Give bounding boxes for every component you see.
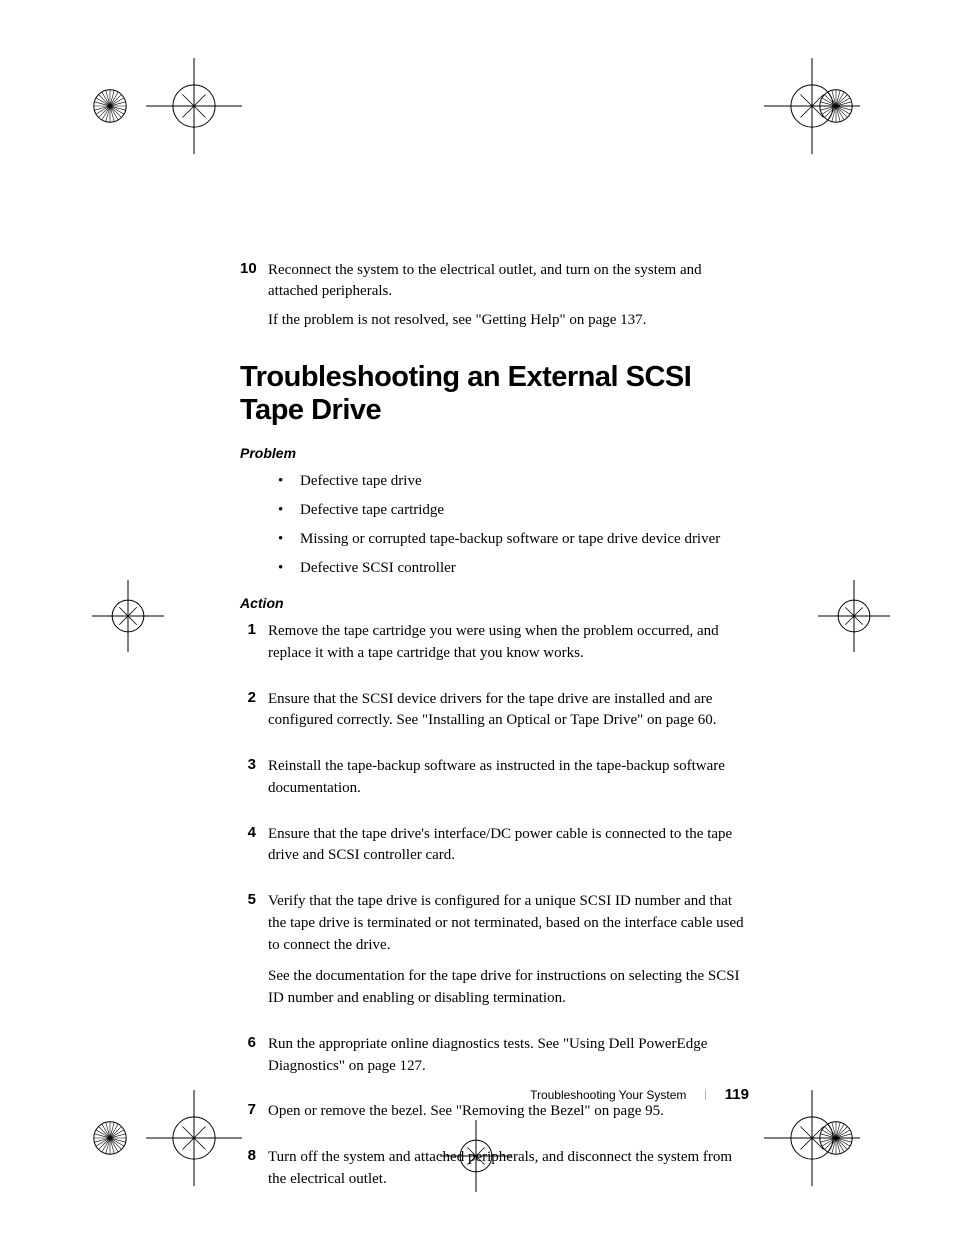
registration-mark-icon — [818, 1120, 854, 1156]
step-paragraph: Reinstall the tape-backup software as in… — [268, 756, 750, 800]
step-body: Ensure that the tape drive's interface/D… — [268, 824, 750, 878]
step-number: 4 — [240, 824, 268, 878]
list-item: 3 Reinstall the tape-backup software as … — [240, 756, 750, 810]
step-body: Run the appropriate online diagnostics t… — [268, 1034, 750, 1088]
registration-mark-icon — [92, 88, 128, 124]
registration-mark-icon — [92, 580, 164, 652]
continuation-step: 10 Reconnect the system to the electrica… — [240, 260, 750, 339]
step-number: 7 — [240, 1101, 268, 1133]
list-item: Defective SCSI controller — [268, 558, 750, 579]
step-paragraph: Remove the tape cartridge you were using… — [268, 621, 750, 665]
page-footer: Troubleshooting Your System | 119 — [530, 1086, 749, 1103]
list-item: 5 Verify that the tape drive is configur… — [240, 891, 750, 1020]
step-paragraph: See the documentation for the tape drive… — [268, 966, 750, 1010]
step-paragraph: Run the appropriate online diagnostics t… — [268, 1034, 750, 1078]
registration-mark-icon — [146, 58, 242, 154]
step-number: 5 — [240, 891, 268, 1020]
list-item: 4 Ensure that the tape drive's interface… — [240, 824, 750, 878]
list-item: 2 Ensure that the SCSI device drivers fo… — [240, 689, 750, 743]
step-paragraph: Reconnect the system to the electrical o… — [268, 260, 750, 302]
footer-section-label: Troubleshooting Your System — [530, 1088, 686, 1102]
footer-separator: | — [704, 1087, 706, 1102]
step-paragraph: Ensure that the SCSI device drivers for … — [268, 689, 750, 733]
step-number: 10 — [240, 260, 268, 339]
step-number: 2 — [240, 689, 268, 743]
step-body: Verify that the tape drive is configured… — [268, 891, 750, 1020]
step-body: Ensure that the SCSI device drivers for … — [268, 689, 750, 743]
step-paragraph: If the problem is not resolved, see "Get… — [268, 310, 750, 331]
registration-mark-icon — [818, 580, 890, 652]
list-item: 1 Remove the tape cartridge you were usi… — [240, 621, 750, 675]
step-paragraph: Ensure that the tape drive's interface/D… — [268, 824, 750, 868]
step-body: Remove the tape cartridge you were using… — [268, 621, 750, 675]
list-item: 6 Run the appropriate online diagnostics… — [240, 1034, 750, 1088]
problem-heading: Problem — [240, 445, 750, 461]
list-item: Defective tape cartridge — [268, 500, 750, 521]
registration-mark-icon — [146, 1090, 242, 1186]
action-heading: Action — [240, 595, 750, 611]
registration-mark-icon — [92, 1120, 128, 1156]
step-paragraph: Verify that the tape drive is configured… — [268, 891, 750, 956]
list-item: Missing or corrupted tape-backup softwar… — [268, 529, 750, 550]
registration-mark-icon — [818, 88, 854, 124]
page-content: 10 Reconnect the system to the electrica… — [240, 260, 750, 1215]
footer-page-number: 119 — [725, 1086, 749, 1103]
section-heading: Troubleshooting an External SCSI Tape Dr… — [240, 361, 750, 427]
action-list: 1 Remove the tape cartridge you were usi… — [240, 621, 750, 1201]
step-number: 6 — [240, 1034, 268, 1088]
step-number: 3 — [240, 756, 268, 810]
problem-list: Defective tape drive Defective tape cart… — [240, 471, 750, 579]
step-number: 1 — [240, 621, 268, 675]
registration-mark-icon — [440, 1120, 512, 1192]
step-body: Reinstall the tape-backup software as in… — [268, 756, 750, 810]
step-body: Reconnect the system to the electrical o… — [268, 260, 750, 339]
step-number: 8 — [240, 1147, 268, 1201]
list-item: Defective tape drive — [268, 471, 750, 492]
